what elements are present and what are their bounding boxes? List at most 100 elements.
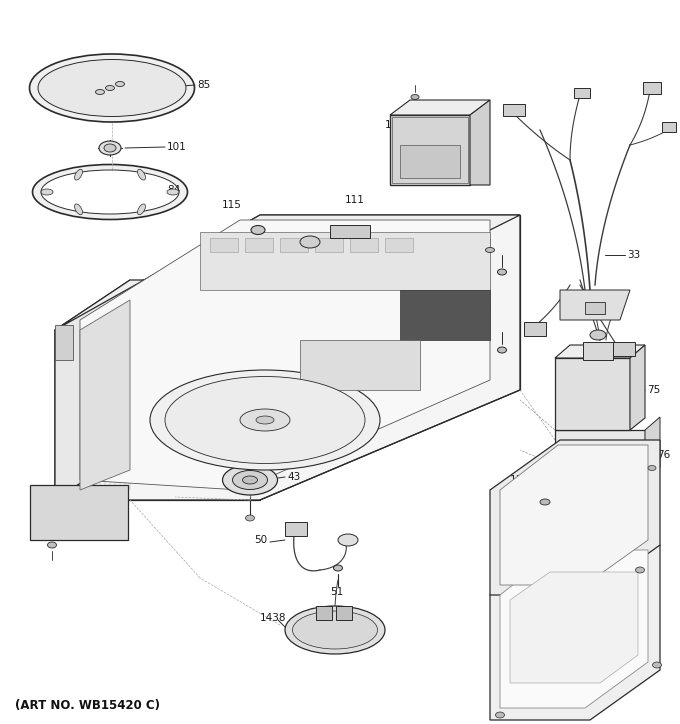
Polygon shape: [500, 445, 648, 585]
Ellipse shape: [41, 189, 53, 195]
Ellipse shape: [48, 542, 56, 548]
Polygon shape: [80, 220, 490, 490]
Ellipse shape: [338, 534, 358, 546]
Bar: [350, 238, 378, 252]
Bar: [643, 82, 661, 94]
Bar: [285, 522, 307, 536]
Polygon shape: [490, 545, 660, 720]
Polygon shape: [330, 225, 370, 238]
Text: 1428: 1428: [385, 120, 411, 130]
Ellipse shape: [648, 466, 656, 471]
Ellipse shape: [636, 567, 645, 573]
Polygon shape: [555, 345, 645, 358]
Ellipse shape: [256, 416, 274, 424]
Polygon shape: [555, 430, 645, 480]
Ellipse shape: [486, 248, 494, 253]
Text: 101: 101: [167, 142, 187, 152]
Ellipse shape: [333, 565, 343, 571]
Polygon shape: [55, 215, 520, 500]
Ellipse shape: [498, 347, 507, 353]
Polygon shape: [300, 340, 420, 390]
Ellipse shape: [95, 90, 105, 95]
Text: 1438: 1438: [260, 613, 286, 623]
Text: 110: 110: [278, 240, 298, 250]
Ellipse shape: [222, 465, 277, 495]
Ellipse shape: [29, 54, 194, 122]
Text: (ART NO. WB15420 C): (ART NO. WB15420 C): [15, 699, 160, 712]
Text: 115: 115: [222, 200, 242, 210]
Ellipse shape: [105, 85, 114, 90]
Ellipse shape: [150, 370, 380, 470]
Ellipse shape: [292, 611, 377, 649]
Polygon shape: [55, 280, 130, 500]
Polygon shape: [560, 290, 630, 320]
Polygon shape: [400, 145, 460, 178]
Bar: [385, 238, 413, 252]
Polygon shape: [555, 467, 645, 480]
Ellipse shape: [496, 712, 505, 718]
Ellipse shape: [41, 170, 179, 214]
Polygon shape: [80, 300, 130, 490]
Ellipse shape: [653, 662, 662, 668]
Ellipse shape: [233, 471, 267, 489]
Ellipse shape: [75, 204, 82, 215]
Ellipse shape: [594, 469, 602, 474]
Ellipse shape: [300, 236, 320, 248]
Text: 43: 43: [287, 472, 301, 482]
Text: 75: 75: [647, 385, 660, 395]
Polygon shape: [392, 117, 468, 183]
Text: 111: 111: [345, 195, 365, 205]
Bar: [503, 104, 525, 116]
Ellipse shape: [245, 515, 254, 521]
Bar: [613, 342, 635, 356]
Ellipse shape: [243, 476, 258, 484]
Ellipse shape: [137, 204, 146, 215]
Bar: [210, 238, 238, 252]
Text: 85: 85: [197, 80, 210, 90]
Ellipse shape: [251, 225, 265, 235]
Polygon shape: [555, 358, 630, 430]
Ellipse shape: [99, 141, 121, 155]
Ellipse shape: [285, 606, 385, 654]
Text: 51: 51: [330, 587, 343, 597]
Ellipse shape: [411, 95, 419, 99]
Polygon shape: [510, 572, 638, 683]
Polygon shape: [400, 290, 490, 340]
Ellipse shape: [590, 330, 606, 340]
Bar: [315, 238, 343, 252]
Polygon shape: [200, 232, 490, 290]
Bar: [524, 322, 546, 336]
Ellipse shape: [167, 189, 179, 195]
Text: 84: 84: [167, 185, 180, 195]
Polygon shape: [490, 440, 660, 595]
Bar: [316, 606, 332, 620]
Ellipse shape: [498, 269, 507, 275]
Polygon shape: [630, 345, 645, 430]
Bar: [336, 606, 352, 620]
Ellipse shape: [165, 376, 365, 463]
Ellipse shape: [104, 144, 116, 152]
Ellipse shape: [240, 409, 290, 431]
Bar: [574, 88, 590, 98]
Polygon shape: [390, 115, 470, 185]
Bar: [583, 342, 613, 360]
Ellipse shape: [116, 82, 124, 86]
Bar: [585, 302, 605, 314]
Ellipse shape: [137, 169, 146, 180]
Text: 50: 50: [254, 535, 267, 545]
Ellipse shape: [75, 169, 82, 180]
Bar: [55, 325, 73, 360]
Bar: [245, 238, 273, 252]
Ellipse shape: [38, 59, 186, 117]
Polygon shape: [390, 100, 490, 115]
Polygon shape: [30, 485, 128, 540]
Polygon shape: [470, 100, 490, 185]
Text: 76: 76: [657, 450, 670, 460]
Text: 33: 33: [627, 250, 641, 260]
Text: 110: 110: [510, 475, 530, 485]
Bar: [280, 238, 308, 252]
Ellipse shape: [540, 499, 550, 505]
Ellipse shape: [33, 164, 188, 219]
Polygon shape: [645, 417, 660, 480]
Polygon shape: [55, 215, 520, 330]
